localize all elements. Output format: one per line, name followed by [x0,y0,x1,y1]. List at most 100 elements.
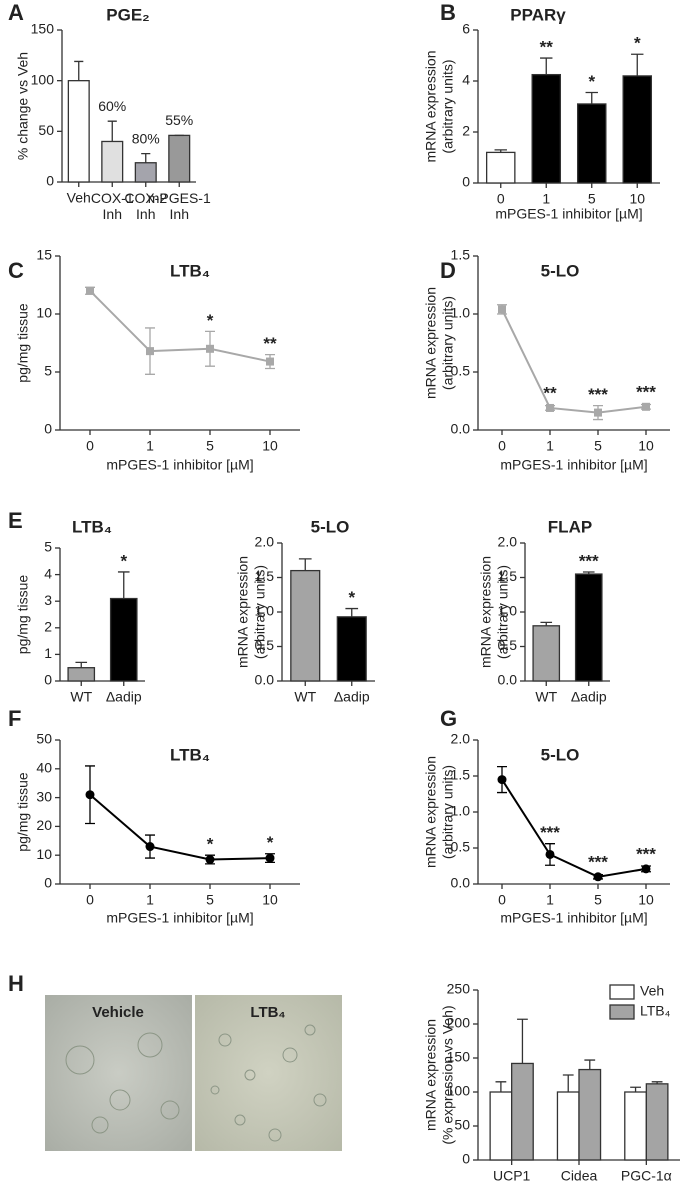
error-bar [540,621,553,626]
y-tick-label: 2.0 [451,731,471,747]
bar [109,597,138,682]
line [89,793,271,861]
y-axis-label: pg/mg tissue [15,575,31,655]
point [85,790,95,800]
y-tick-label: 2.0 [255,534,275,550]
x-tick-label: COX-2 Inh [124,190,167,222]
x-tick-label: 1 [546,438,554,454]
y-tick-label: 0.0 [498,672,518,688]
y-tick-label: 1.5 [255,568,275,584]
panel-letter: B [440,0,456,25]
point [594,408,602,417]
x-tick-label: 5 [206,892,214,908]
y-tick-label: 0 [44,672,52,688]
x-tick-label: 0 [86,892,94,908]
x-tick-label: 5 [594,438,602,454]
y-axis-label: pg/mg tissue [15,772,31,852]
x-axis-label: mPGES-1 inhibitor [µM] [500,910,647,926]
y-tick-label: 0 [44,421,52,437]
y-axis-label: (% expression vs Veh) [440,1005,456,1144]
point [593,872,603,882]
y-tick-label: 0.5 [498,637,518,653]
bar [67,667,96,682]
x-tick-label: 10 [629,191,645,207]
significance: * [120,551,127,570]
legend-label: Veh [640,983,664,999]
y-tick-label: 150 [31,21,55,37]
significance: *** [588,852,608,871]
x-tick-label: 10 [638,438,654,454]
micrograph [45,995,192,1151]
x-tick-label: 0 [86,438,94,454]
x-tick-label: 10 [262,892,278,908]
point [145,842,155,852]
significance: *** [579,551,599,570]
point [545,849,555,859]
point [205,855,215,865]
significance: *** [636,382,656,401]
bar [622,75,653,184]
y-axis-label: (arbitrary units) [252,565,268,659]
error-bar [562,1074,574,1092]
x-axis-label: mPGES-1 inhibitor [µM] [106,910,253,926]
bar [624,1091,647,1161]
x-tick-label: 1 [546,892,554,908]
y-tick-label: 1.0 [451,803,471,819]
significance: ** [540,38,554,57]
significance: ** [543,383,557,402]
y-tick-label: 6 [462,21,470,37]
error-bar [141,152,151,163]
point [498,305,506,314]
panel-letter: E [8,508,23,533]
y-tick-label: 0 [462,1151,470,1167]
chart-title: LTB₄ [72,517,112,536]
line [501,779,647,878]
error-bar [74,60,84,81]
y-axis-label: % change vs Veh [15,52,31,160]
x-tick-label: WT [535,689,557,705]
y-tick-label: 0.5 [255,637,275,653]
chart-title: 5-LO [311,517,350,536]
y-axis-label: mRNA expression [423,756,439,868]
bar [489,1091,513,1161]
significance: ** [263,334,277,353]
x-tick-label: Veh [67,190,91,206]
y-tick-label: 40 [36,760,52,776]
bar [511,1062,534,1161]
x-tick-label: 5 [594,892,602,908]
x-axis-label: mPGES-1 inhibitor [µM] [106,457,253,473]
y-tick-label: 1.0 [498,603,518,619]
x-tick-label: 5 [206,438,214,454]
annotation: 60% [98,98,126,114]
error-bar [582,571,595,575]
bar [556,1091,580,1161]
y-tick-label: 15 [36,247,52,263]
annotation: 55% [165,112,193,128]
bar [485,151,516,184]
y-tick-label: 4 [44,565,52,581]
y-tick-label: 0.0 [255,672,275,688]
x-tick-label: 5 [588,191,596,207]
y-tick-label: 250 [447,981,471,997]
micrograph-label: LTB₄ [250,1004,285,1021]
error-bar [107,120,117,142]
line [501,308,647,414]
y-tick-label: 50 [454,1117,470,1133]
bar [531,73,562,184]
y-tick-label: 100 [447,1083,471,1099]
y-tick-label: 2 [44,619,52,635]
y-tick-label: 50 [36,731,52,747]
x-tick-label: Δadip [571,689,607,705]
x-tick-label: UCP1 [493,1168,531,1181]
legend-label: LTB₄ [640,1003,671,1019]
error-bar [585,91,598,104]
y-axis-label: (arbitrary units) [440,296,456,390]
significance: * [267,833,274,852]
y-tick-label: 1.5 [451,767,471,783]
y-tick-label: 200 [447,1015,471,1031]
y-tick-label: 0 [462,174,470,190]
chart-title: LTB₄ [170,745,210,764]
point [146,347,154,356]
y-tick-label: 5 [44,363,52,379]
